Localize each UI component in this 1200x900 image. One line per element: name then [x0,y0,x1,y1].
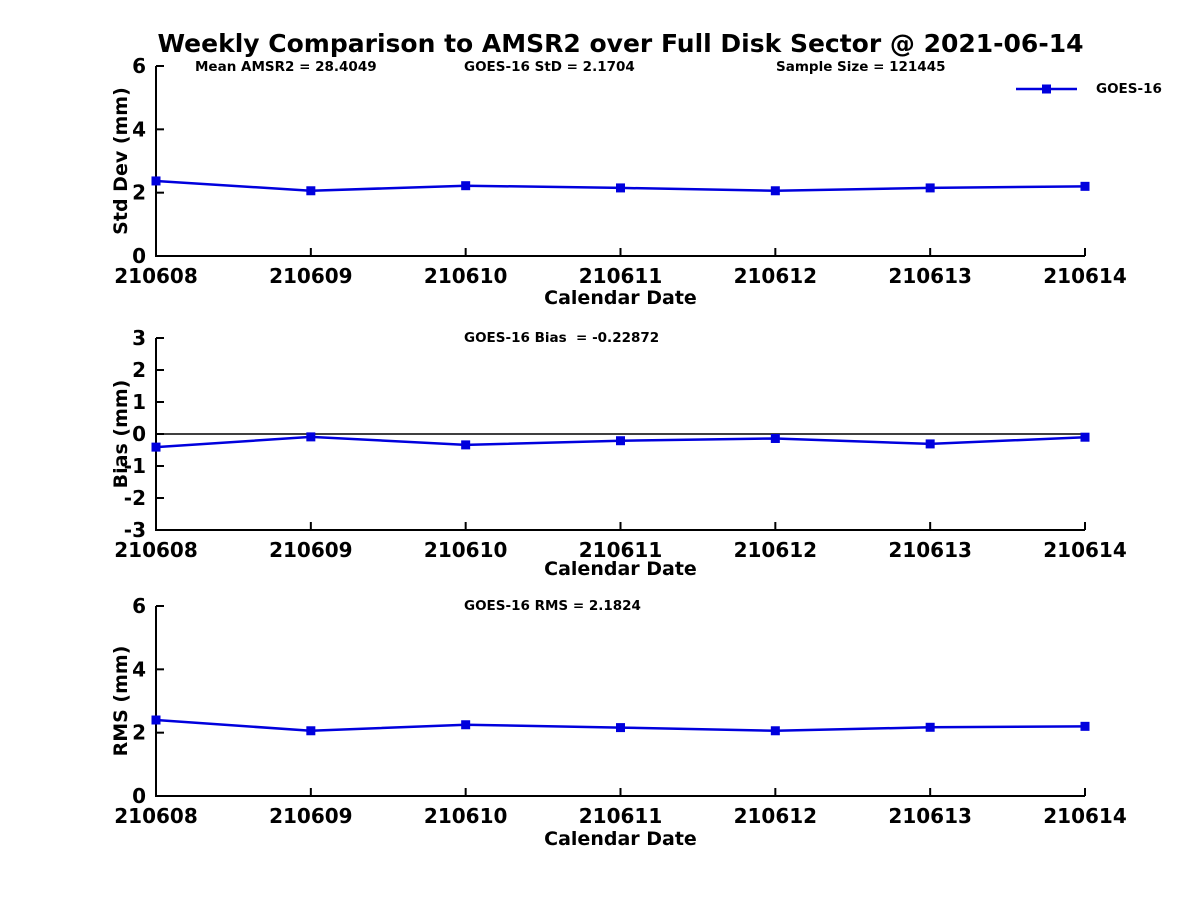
data-point-marker [616,723,625,733]
y-tick-label: 2 [132,181,146,205]
y-tick-label: -3 [124,518,146,542]
legend-label: GOES-16 [1096,81,1162,97]
x-tick-label: 210609 [269,264,353,288]
annotation-sample-size: Sample Size = 121445 [776,59,946,75]
data-point-marker [925,722,935,732]
y-tick-label: 1 [132,390,146,414]
y-axis-label-bias: Bias (mm) [110,379,132,489]
data-point-marker [1080,181,1090,191]
legend-marker-square [1042,84,1051,94]
annotation-goes16-rms: GOES-16 RMS = 2.1824 [464,598,641,614]
x-tick-label: 210608 [114,264,198,288]
x-tick-label: 210611 [579,804,663,828]
y-tick-label: 0 [132,784,146,808]
x-tick-label: 210610 [424,804,508,828]
legend-sample [1016,84,1077,94]
data-point-marker [925,439,935,449]
y-tick-label: 6 [132,54,146,78]
data-point-marker [306,186,316,196]
y-tick-label: 4 [132,657,146,681]
x-tick-label: 210614 [1043,538,1127,562]
y-tick-label: -2 [124,486,146,510]
legend: GOES-16 [1015,81,1162,97]
x-axis-label-1: Calendar Date [544,287,697,309]
data-point-marker [616,183,625,193]
x-tick-label: 210613 [888,538,972,562]
x-tick-label: 210609 [269,804,353,828]
data-point-marker [306,726,316,736]
y-axis-label-stddev: Std Dev (mm) [110,87,132,235]
data-point-marker [461,440,471,450]
data-point-marker [151,715,161,725]
data-point-marker [306,432,316,442]
data-point-marker [1080,721,1090,731]
data-point-marker [770,726,780,736]
x-tick-label: 210609 [269,538,353,562]
x-tick-label: 210611 [579,264,663,288]
x-tick-label: 210608 [114,804,198,828]
x-tick-label: 210612 [734,538,818,562]
annotation-goes16-bias: GOES-16 Bias = -0.22872 [464,330,660,346]
x-axis-label-2: Calendar Date [544,558,697,580]
data-point-marker [616,436,625,446]
annotation-goes16-std: GOES-16 StD = 2.1704 [464,59,635,75]
data-point-marker [461,181,471,191]
x-tick-label: 210611 [579,538,663,562]
data-point-marker [151,176,161,186]
y-tick-label: 2 [132,721,146,745]
y-tick-label: 6 [132,594,146,618]
x-tick-label: 210614 [1043,264,1127,288]
y-axis-label-rms: RMS (mm) [110,645,132,757]
y-tick-label: -1 [124,454,146,478]
x-tick-label: 210612 [734,804,818,828]
annotation-mean-amsr2: Mean AMSR2 = 28.4049 [195,59,377,75]
y-tick-label: 3 [132,326,146,350]
x-axis-label-3: Calendar Date [544,828,697,850]
chart-title: Weekly Comparison to AMSR2 over Full Dis… [157,29,1084,58]
y-tick-label: 0 [132,422,146,446]
x-tick-label: 210608 [114,538,198,562]
data-point-marker [1080,432,1090,442]
data-point-marker [925,183,935,193]
x-tick-label: 210612 [734,264,818,288]
data-point-marker [151,442,161,452]
x-tick-label: 210614 [1043,804,1127,828]
data-point-marker [770,186,780,196]
y-tick-label: 2 [132,358,146,382]
y-tick-label: 0 [132,244,146,268]
data-point-marker [770,433,780,443]
y-tick-label: 4 [132,117,146,141]
x-tick-label: 210610 [424,264,508,288]
x-tick-label: 210613 [888,264,972,288]
x-tick-label: 210610 [424,538,508,562]
x-tick-label: 210613 [888,804,972,828]
data-point-marker [461,720,471,730]
